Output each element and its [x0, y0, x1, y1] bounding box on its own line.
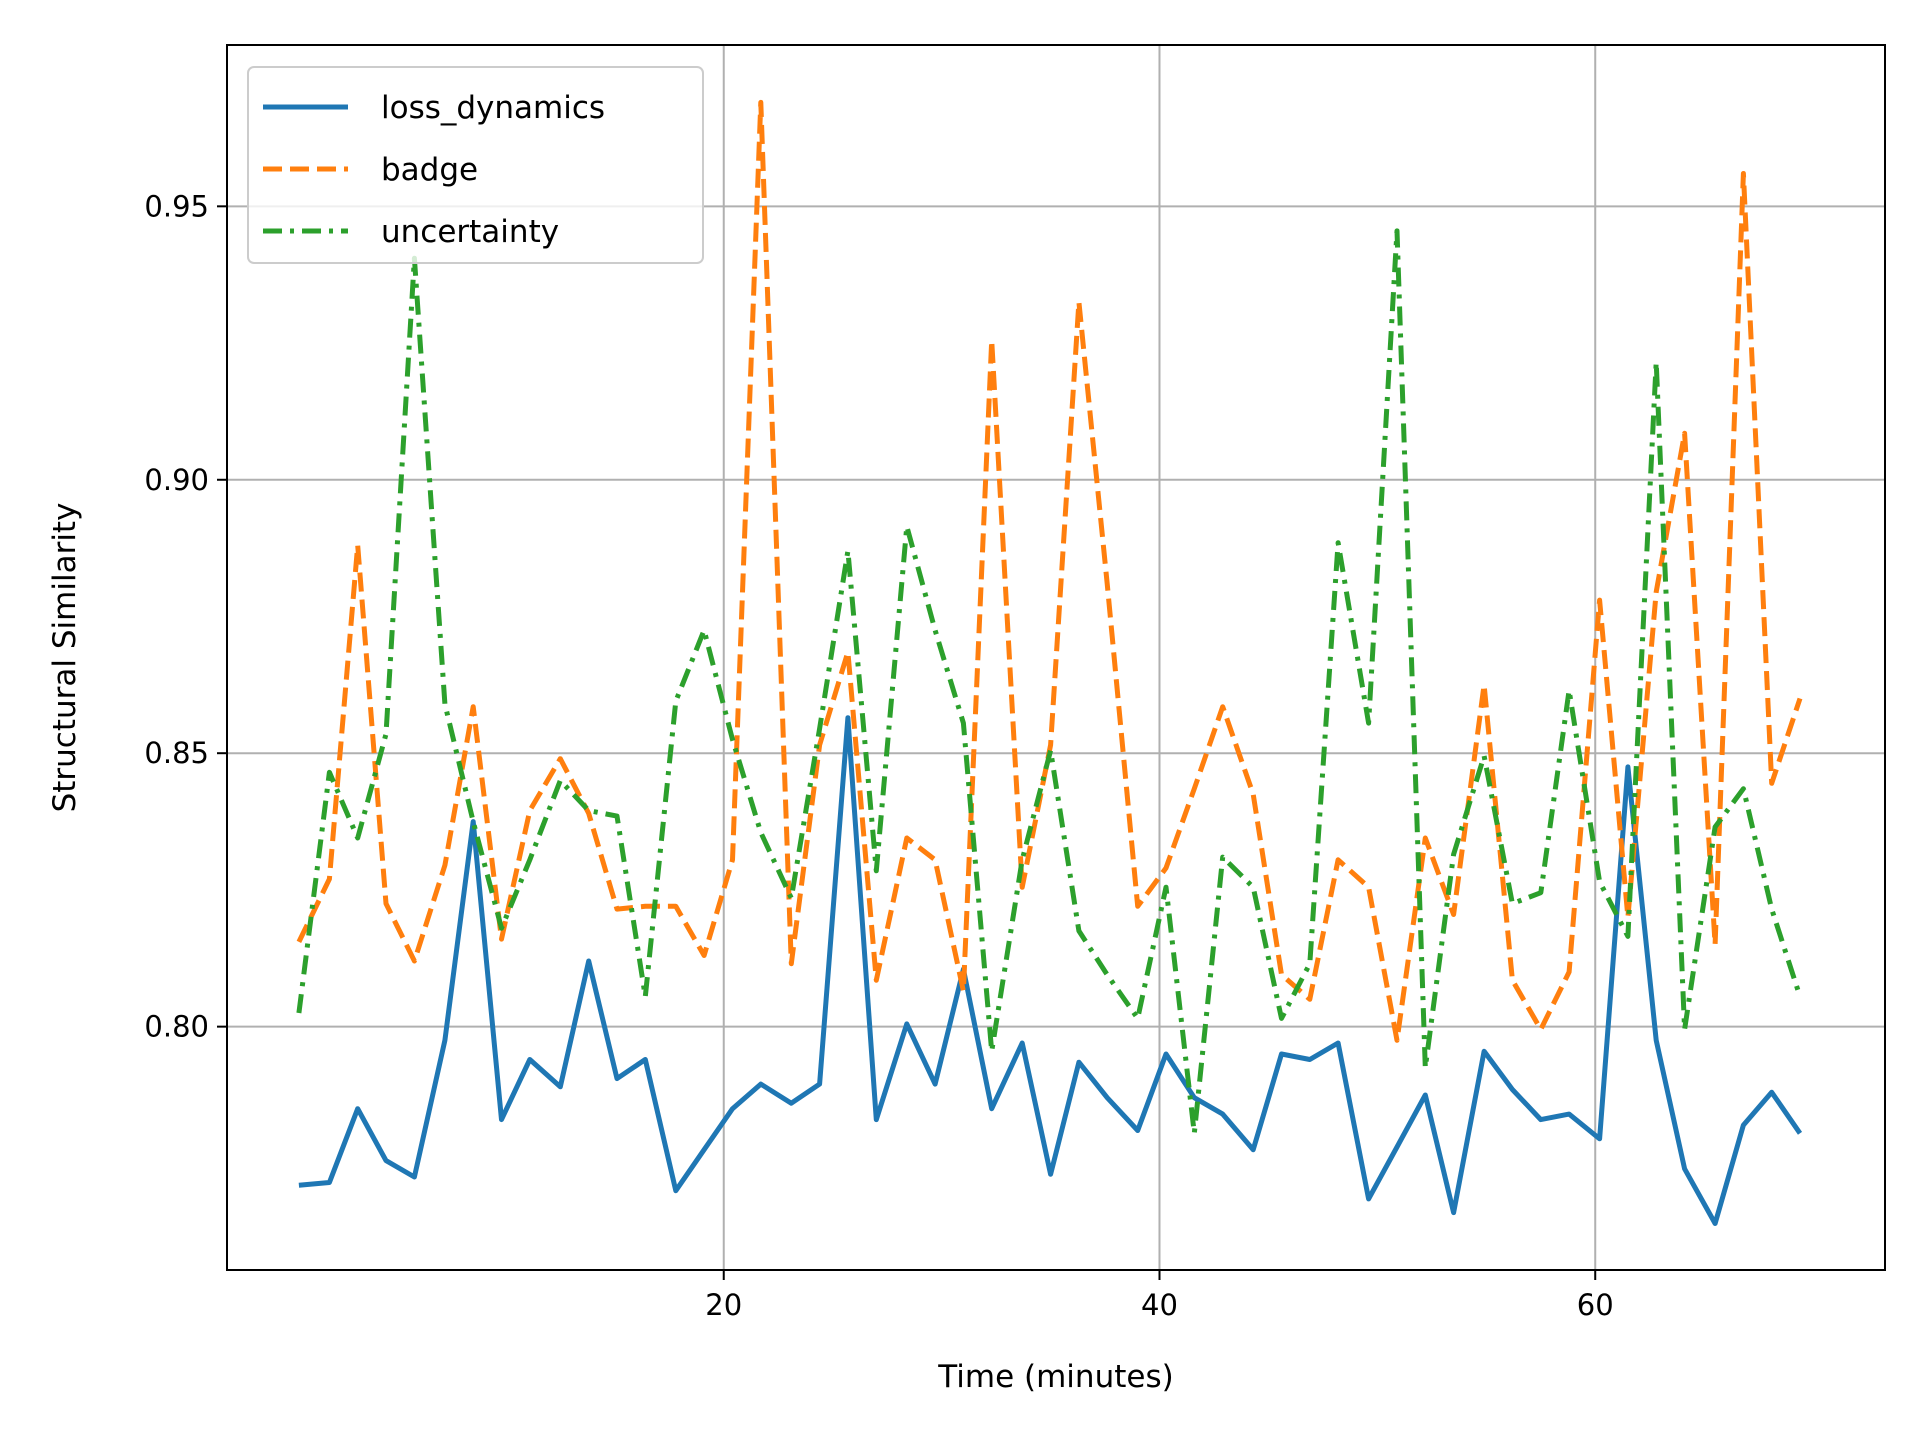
axis-ticks: 20 40 60 0.80 0.85 0.90 0.95 [144, 189, 1613, 1322]
x-tick-label: 60 [1577, 1288, 1614, 1322]
series-line-badge [296, 99, 1803, 1043]
series-line-loss-dynamics [298, 715, 1803, 1226]
x-axis-label: Time (minutes) [937, 1359, 1173, 1395]
legend-box [247, 66, 704, 264]
legend-label: uncertainty [381, 214, 559, 250]
y-axis-label: Structural Similarity [47, 503, 83, 813]
legend-label: loss_dynamics [381, 90, 605, 126]
y-tick-label: 0.85 [144, 736, 209, 770]
y-tick-label: 0.90 [144, 463, 209, 497]
x-tick-label: 20 [705, 1288, 742, 1322]
series-lines [296, 99, 1803, 1226]
plot-area-frame [226, 44, 1886, 1271]
y-tick-label: 0.80 [144, 1010, 209, 1044]
series-line-uncertainty [296, 228, 1803, 1136]
legend-label: badge [381, 152, 478, 188]
x-tick-label: 40 [1141, 1288, 1178, 1322]
y-tick-label: 0.95 [144, 189, 209, 223]
